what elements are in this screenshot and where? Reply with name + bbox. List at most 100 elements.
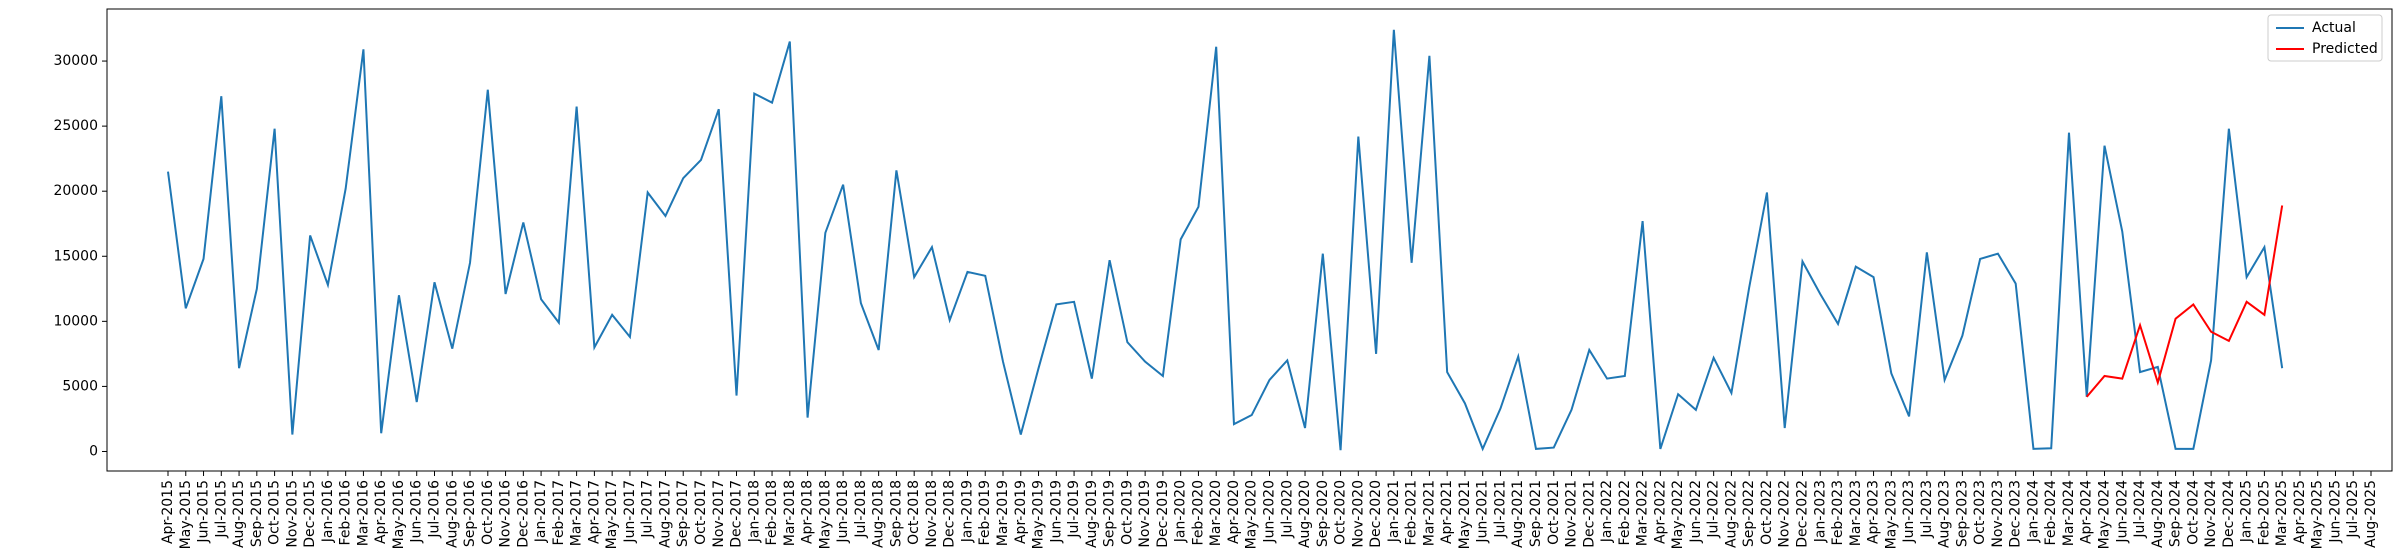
x-tick-label: Dec-2016	[515, 480, 531, 548]
x-tick-label: Oct-2021	[1546, 480, 1562, 545]
x-tick-label: Jun-2017	[622, 480, 638, 544]
x-tick-label: Nov-2016	[498, 480, 514, 548]
x-tick-label: May-2015	[178, 480, 194, 549]
x-tick-label: Jan-2019	[959, 480, 975, 543]
x-tick-label: Jan-2022	[1599, 480, 1615, 543]
x-tick-label: Jan-2024	[2025, 480, 2041, 543]
x-tick-label: Jul-2016	[426, 480, 442, 539]
y-tick-label: 25000	[53, 118, 98, 134]
x-tick-label: Jan-2023	[1812, 480, 1828, 543]
x-tick-label: Sep-2024	[2168, 480, 2184, 547]
x-tick-label: Sep-2021	[1528, 480, 1544, 547]
x-tick-label: Feb-2025	[2256, 480, 2272, 545]
x-tick-label: Sep-2022	[1741, 480, 1757, 547]
x-tick-label: Apr-2015	[160, 480, 176, 544]
x-tick-label: Apr-2017	[586, 480, 602, 544]
x-tick-label: Apr-2022	[1652, 480, 1668, 544]
x-tick-label: Mar-2019	[995, 480, 1011, 546]
x-tick-label: Mar-2024	[2061, 480, 2077, 546]
x-tick-label: Jun-2024	[2114, 480, 2130, 544]
x-tick-label: Dec-2024	[2221, 480, 2237, 548]
x-tick-label: Aug-2015	[231, 480, 247, 548]
x-tick-label: Oct-2020	[1333, 480, 1349, 545]
x-tick-label: Mar-2021	[1421, 480, 1437, 546]
x-tick-label: Feb-2017	[551, 480, 567, 545]
x-tick-label: Jun-2021	[1475, 480, 1491, 544]
x-tick-label: Jun-2016	[409, 480, 425, 544]
x-tick-label: Oct-2016	[480, 480, 496, 545]
x-tick-label: Mar-2018	[782, 480, 798, 546]
x-tick-label: Dec-2018	[942, 480, 958, 548]
x-tick-label: Sep-2017	[675, 480, 691, 547]
x-tick-label: Jun-2019	[1048, 480, 1064, 544]
x-tick-label: Jul-2015	[213, 480, 229, 539]
x-tick-label: Nov-2015	[284, 480, 300, 548]
x-tick-label: Oct-2018	[906, 480, 922, 545]
x-tick-label: May-2022	[1670, 480, 1686, 549]
x-tick-label: Nov-2021	[1564, 480, 1580, 548]
x-tick-label: Dec-2022	[1794, 480, 1810, 548]
x-tick-label: Nov-2018	[924, 480, 940, 548]
x-tick-label: Feb-2020	[1190, 480, 1206, 545]
y-tick-label: 15000	[53, 248, 98, 264]
x-tick-label: Feb-2018	[764, 480, 780, 545]
x-tick-label: Sep-2020	[1315, 480, 1331, 547]
x-tick-label: Jul-2020	[1279, 480, 1295, 539]
x-tick-label: Jul-2024	[2132, 480, 2148, 539]
x-tick-label: Aug-2025	[2363, 480, 2379, 548]
x-tick-label: Apr-2025	[2292, 480, 2308, 544]
x-tick-label: Aug-2017	[657, 480, 673, 548]
x-tick-label: Apr-2023	[1866, 480, 1882, 544]
x-tick-label: May-2017	[604, 480, 620, 549]
plot-frame	[106, 8, 2393, 472]
x-tick-label: Jan-2020	[1173, 480, 1189, 543]
x-tick-label: Jan-2016	[320, 480, 336, 543]
x-tick-label: Feb-2022	[1617, 480, 1633, 545]
y-tick-label: 10000	[53, 313, 98, 329]
x-tick-label: Oct-2017	[693, 480, 709, 545]
x-tick-label: Jun-2025	[2327, 480, 2343, 544]
x-tick-label: Aug-2018	[871, 480, 887, 548]
x-tick-label: May-2023	[1883, 480, 1899, 549]
y-tick-label: 0	[89, 443, 98, 459]
x-tick-label: Oct-2024	[2185, 480, 2201, 545]
x-tick-label: May-2025	[2310, 480, 2326, 549]
x-tick-label: May-2018	[817, 480, 833, 549]
x-tick-label: Oct-2022	[1759, 480, 1775, 545]
line-series	[167, 29, 2284, 452]
x-tick-label: Jan-2025	[2239, 480, 2255, 543]
x-tick-label: May-2019	[1031, 480, 1047, 549]
x-tick-label: Jul-2025	[2345, 480, 2361, 539]
x-tick-label: Sep-2023	[1954, 480, 1970, 547]
x-tick-label: Nov-2024	[2203, 480, 2219, 548]
x-tick-label: Dec-2019	[1155, 480, 1171, 548]
x-tick-label: Aug-2020	[1297, 480, 1313, 548]
x-tick-label: May-2016	[391, 480, 407, 549]
x-tick-label: Sep-2018	[888, 480, 904, 547]
x-tick-label: Aug-2022	[1723, 480, 1739, 548]
x-tick-label: Dec-2023	[2008, 480, 2024, 548]
x-tick-label: Jul-2019	[1066, 480, 1082, 539]
x-tick-label: Sep-2019	[1102, 480, 1118, 547]
x-tick-label: Jun-2015	[196, 480, 212, 544]
x-tick-label: Aug-2024	[2150, 480, 2166, 548]
x-tick-label: Nov-2020	[1350, 480, 1366, 548]
x-tick-label: Feb-2023	[1830, 480, 1846, 545]
y-tick-label: 20000	[53, 183, 98, 199]
x-tick-label: Jul-2018	[853, 480, 869, 539]
x-tick-label: Apr-2020	[1226, 480, 1242, 544]
x-tick-label: Jan-2017	[533, 480, 549, 543]
x-tick-label: Jul-2021	[1492, 480, 1508, 539]
x-tick-label: Jun-2018	[835, 480, 851, 544]
x-tick-label: Oct-2015	[267, 480, 283, 545]
x-tick-label: Jul-2022	[1706, 480, 1722, 539]
x-tick-label: Apr-2016	[373, 480, 389, 544]
x-tick-label: Mar-2016	[355, 480, 371, 546]
legend-label: Predicted	[2312, 41, 2378, 57]
y-tick-label: 30000	[53, 53, 98, 69]
legend-label: Actual	[2312, 20, 2356, 36]
x-tick-label: Oct-2019	[1119, 480, 1135, 545]
x-tick-label: Mar-2025	[2274, 480, 2290, 546]
x-tick-label: Aug-2023	[1937, 480, 1953, 548]
